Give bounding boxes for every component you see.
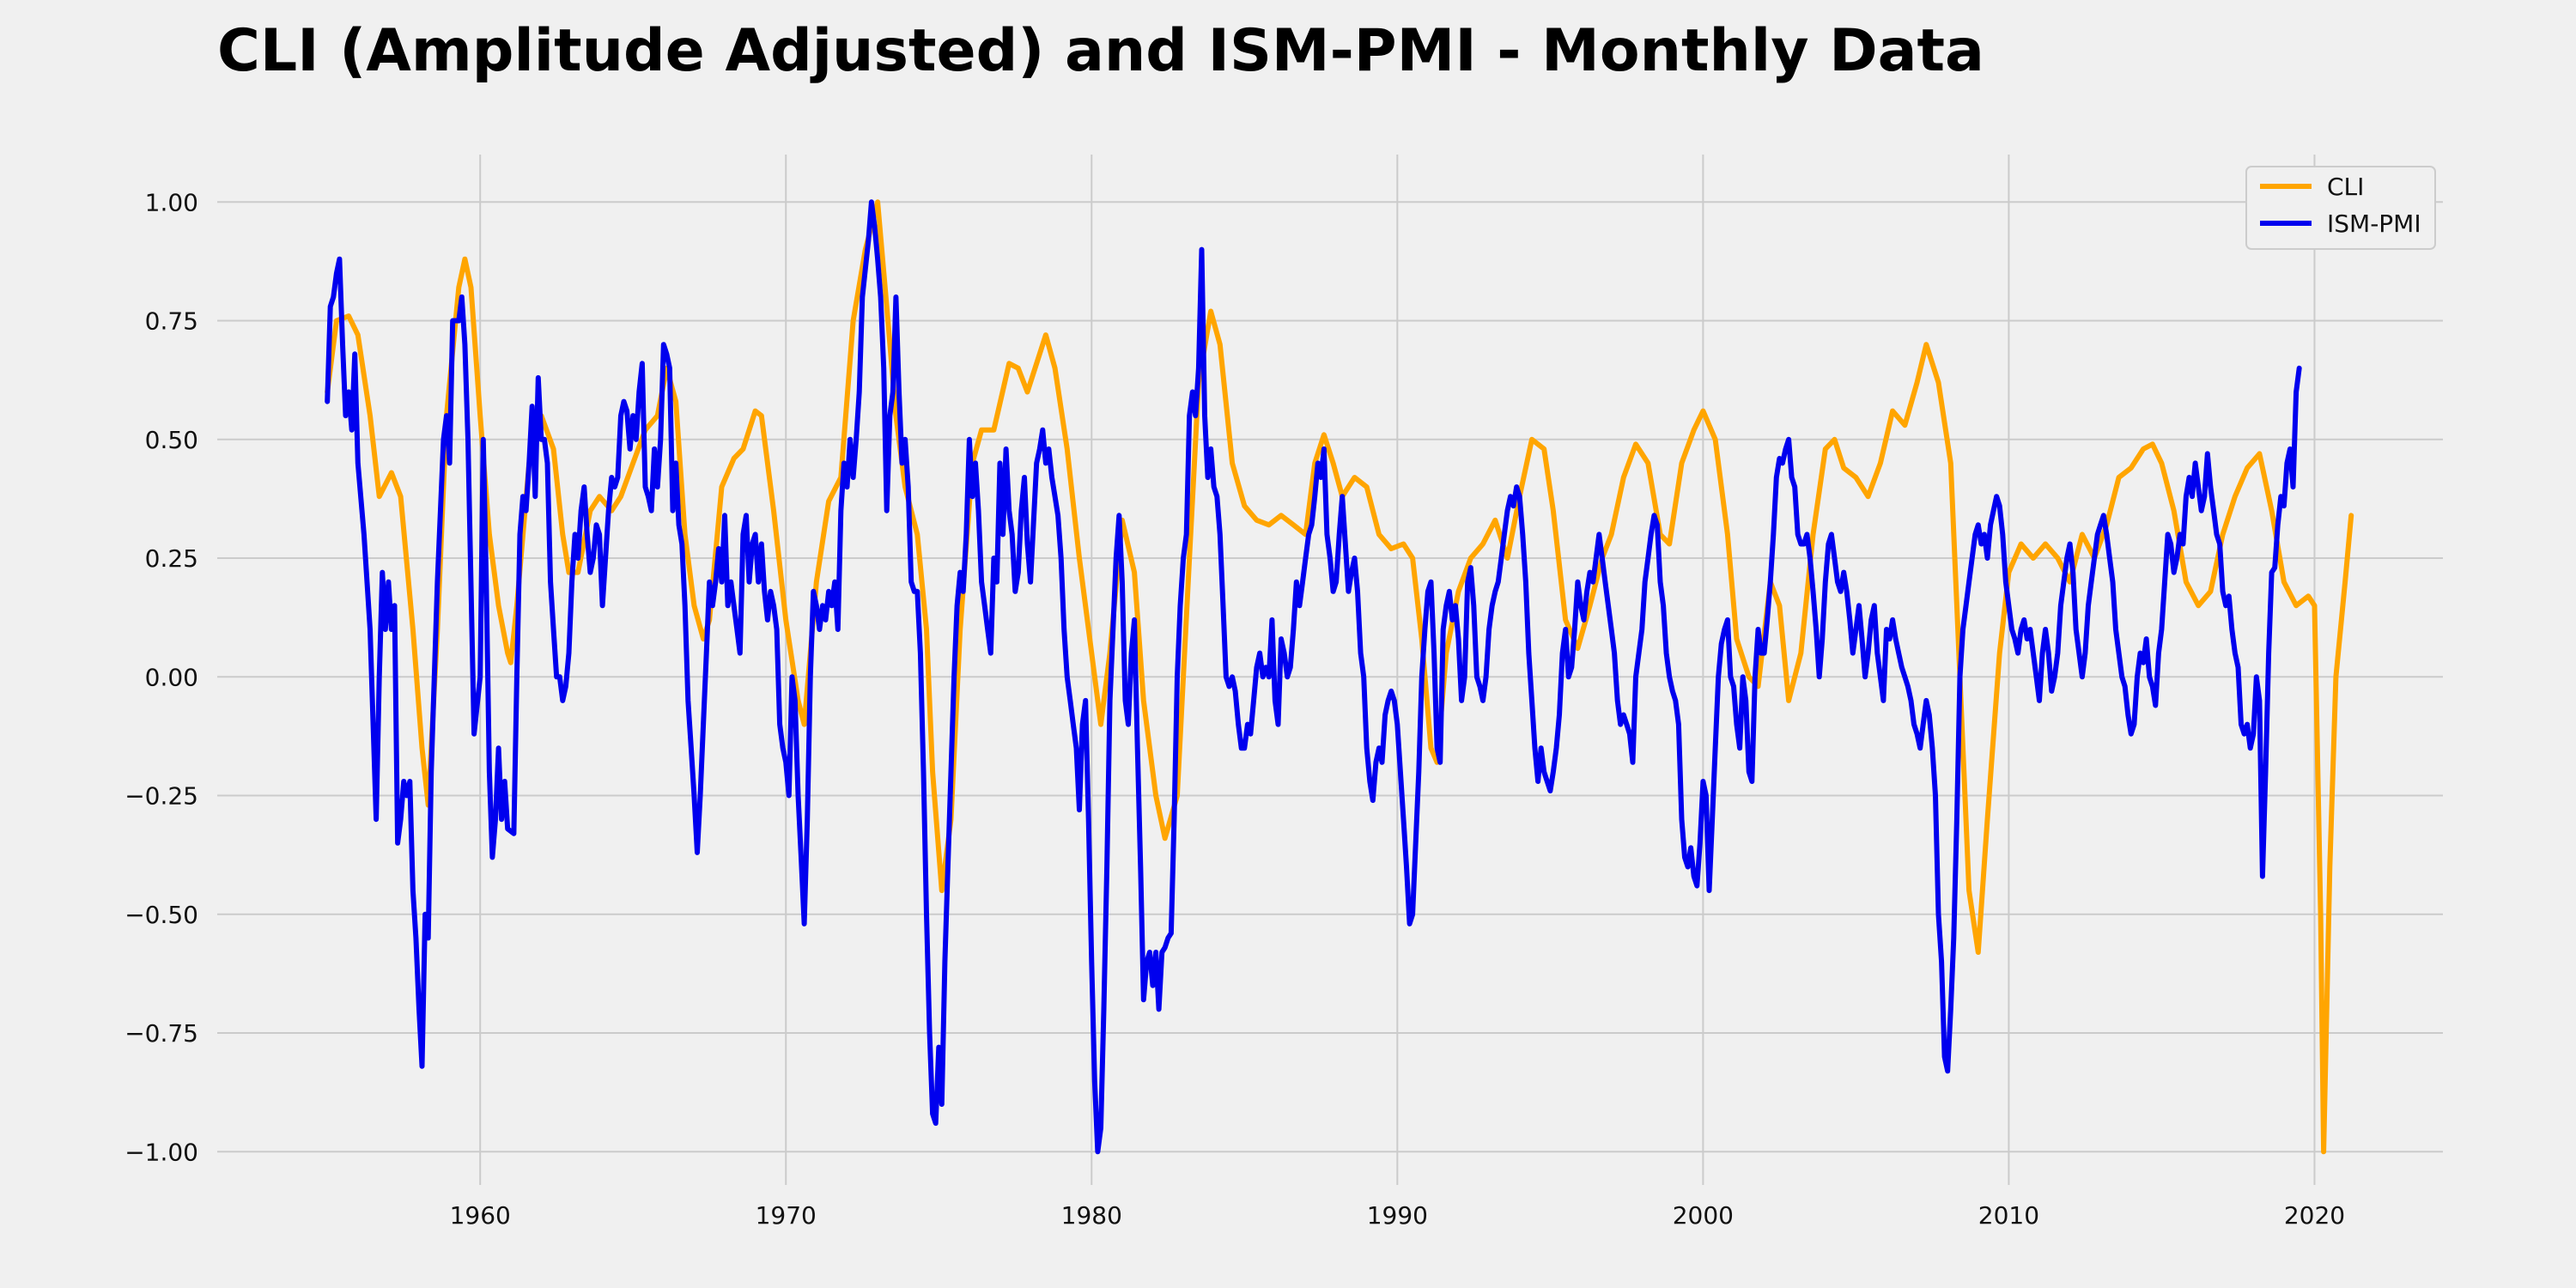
legend: CLI ISM-PMI [2245, 166, 2436, 250]
y-tick-label: −0.75 [125, 1019, 198, 1048]
x-tick-label: 2020 [2284, 1201, 2345, 1230]
x-tick-label: 1970 [756, 1201, 817, 1230]
series-group [325, 199, 2354, 1155]
y-tick-label: 0.25 [145, 544, 198, 573]
y-tick-label: 0.75 [145, 307, 198, 336]
y-tick-label: 0.50 [145, 426, 198, 454]
chart-title: CLI (Amplitude Adjusted) and ISM-PMI - M… [217, 17, 1984, 85]
x-tick-label: 2000 [1673, 1201, 1734, 1230]
legend-label-cli: CLI [2327, 173, 2364, 201]
x-tick-label: 2010 [1978, 1201, 2039, 1230]
y-tick-label: −0.50 [125, 901, 198, 929]
x-tick-label: 1990 [1367, 1201, 1428, 1230]
legend-label-ism-pmi: ISM-PMI [2327, 210, 2421, 238]
y-tick-label: −0.25 [125, 782, 198, 811]
y-tick-label: −1.00 [125, 1138, 198, 1166]
y-tick-label: 1.00 [145, 188, 198, 216]
grid [217, 155, 2443, 1185]
x-axis: 1960 1970 1980 1990 2000 2010 2020 [450, 1201, 2346, 1230]
x-tick-label: 1980 [1061, 1201, 1122, 1230]
series-line-cli [325, 199, 2354, 1155]
series-line-ism-pmi [325, 199, 2302, 1155]
y-axis: −1.00 −0.75 −0.50 −0.25 0.00 0.25 0.50 0.75 1.00 [125, 188, 198, 1166]
y-tick-label: 0.00 [145, 663, 198, 691]
x-tick-label: 1960 [450, 1201, 511, 1230]
